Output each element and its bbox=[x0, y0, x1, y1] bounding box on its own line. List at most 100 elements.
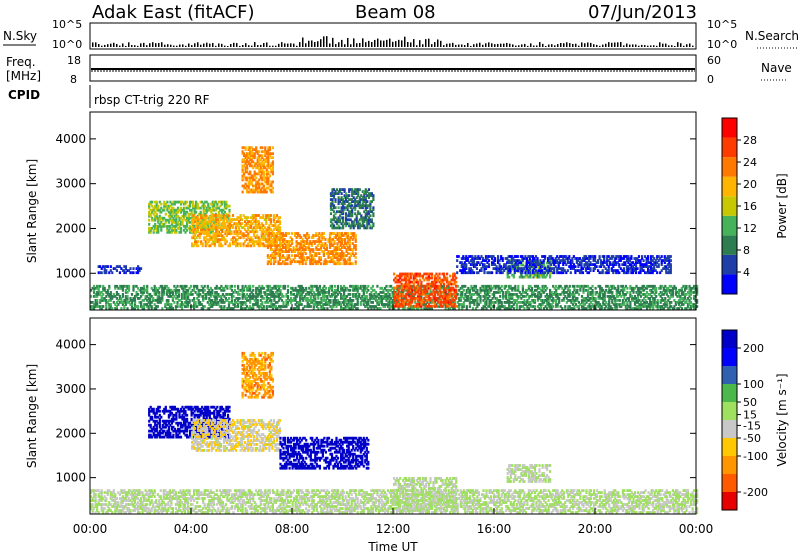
power-echo-cell bbox=[256, 150, 259, 154]
nsky-bar bbox=[239, 45, 241, 47]
power-echo-cell bbox=[355, 190, 358, 193]
power-echo-cell bbox=[319, 244, 322, 247]
power-echo-cell bbox=[149, 293, 152, 296]
power-echo-cell bbox=[167, 204, 170, 208]
power-echo-cell bbox=[346, 214, 349, 218]
power-echo-cell bbox=[524, 303, 527, 306]
power-echo-cell bbox=[155, 212, 158, 216]
power-echo-cell bbox=[399, 284, 402, 288]
power-echo-cell bbox=[268, 164, 271, 168]
power-echo-cell bbox=[223, 288, 226, 292]
power-echo-cell bbox=[376, 284, 379, 288]
power-echo-cell bbox=[502, 293, 505, 296]
power-echo-cell bbox=[267, 293, 270, 296]
power-echo-cell bbox=[540, 305, 543, 308]
power-echo-cell bbox=[214, 299, 217, 302]
power-echo-cell bbox=[462, 288, 465, 292]
power-echo-cell bbox=[256, 214, 259, 217]
power-echo-cell bbox=[383, 293, 387, 296]
power-echo-cell bbox=[277, 248, 280, 251]
power-echo-cell bbox=[249, 188, 252, 192]
power-echo-cell bbox=[256, 166, 259, 170]
power-echo-cell bbox=[338, 301, 341, 304]
power-echo-cell bbox=[245, 238, 248, 242]
power-echo-cell bbox=[236, 218, 239, 221]
power-echo-cell bbox=[249, 293, 252, 296]
power-echo-cell bbox=[331, 232, 335, 235]
power-echo-cell bbox=[341, 250, 344, 253]
power-echo-cell bbox=[311, 299, 314, 302]
power-echo-cell bbox=[274, 234, 277, 238]
power-echo-cell bbox=[243, 301, 246, 304]
power-echo-cell bbox=[223, 210, 226, 214]
power-echo-cell bbox=[221, 299, 224, 302]
power-echo-cell bbox=[152, 299, 155, 302]
power-echo-cell bbox=[271, 291, 274, 294]
power-echo-cell bbox=[108, 286, 111, 290]
power-echo-cell bbox=[208, 297, 211, 300]
power-echo-cell bbox=[283, 260, 286, 264]
nsky-bar bbox=[623, 45, 625, 47]
power-echo-cell bbox=[499, 286, 502, 290]
power-echo-cell bbox=[412, 288, 415, 292]
power-echo-cell bbox=[336, 244, 339, 247]
power-echo-cell bbox=[144, 288, 147, 292]
power-echo-cell bbox=[696, 286, 699, 290]
power-echo-cell bbox=[258, 288, 261, 292]
power-echo-cell bbox=[271, 307, 274, 310]
power-echo-cell bbox=[203, 222, 206, 225]
power-echo-cell bbox=[317, 303, 320, 306]
nsky-bar bbox=[299, 42, 301, 47]
power-echo-cell bbox=[497, 284, 500, 288]
power-echo-cell bbox=[187, 297, 190, 300]
power-echo-cell bbox=[115, 307, 118, 310]
power-echo-cell bbox=[284, 262, 288, 266]
power-echo-cell bbox=[367, 216, 370, 220]
nsky-bar bbox=[575, 43, 577, 47]
power-echo-cell bbox=[390, 301, 393, 304]
power-echo-cell bbox=[268, 188, 271, 192]
power-echo-cell bbox=[256, 234, 259, 238]
power-echo-cell bbox=[259, 228, 262, 231]
power-echo-cell bbox=[283, 242, 286, 245]
power-echo-cell bbox=[486, 288, 490, 292]
power-echo-cell bbox=[367, 301, 370, 304]
power-echo-cell bbox=[453, 301, 456, 304]
power-echo-cell bbox=[94, 295, 97, 298]
power-echo-cell bbox=[333, 256, 336, 259]
power-echo-cell bbox=[246, 176, 249, 180]
power-echo-cell bbox=[673, 307, 676, 310]
power-echo-cell bbox=[293, 299, 296, 302]
power-echo-cell bbox=[368, 295, 371, 298]
power-echo-cell bbox=[126, 299, 129, 302]
power-echo-cell bbox=[277, 216, 280, 219]
power-echo-cell bbox=[207, 222, 210, 225]
power-echo-cell bbox=[655, 286, 658, 290]
power-echo-cell bbox=[333, 284, 337, 288]
power-echo-cell bbox=[146, 299, 149, 302]
power-echo-cell bbox=[216, 230, 219, 234]
power-echo-cell bbox=[462, 305, 465, 308]
power-echo-cell bbox=[213, 202, 216, 206]
power-echo-cell bbox=[221, 226, 224, 229]
power-echo-cell bbox=[221, 238, 224, 242]
power-echo-cell bbox=[540, 295, 543, 298]
power-echo-cell bbox=[365, 291, 368, 294]
nsky-bar bbox=[341, 39, 343, 47]
power-echo-cell bbox=[344, 260, 347, 264]
power-echo-cell bbox=[499, 295, 502, 298]
power-echo-cell bbox=[370, 305, 373, 308]
power-echo-cell bbox=[342, 198, 345, 201]
power-echo-cell bbox=[224, 222, 227, 225]
power-echo-cell bbox=[650, 295, 653, 298]
power-echo-cell bbox=[268, 226, 271, 229]
power-echo-cell bbox=[105, 305, 108, 308]
power-echo-cell bbox=[157, 216, 160, 220]
power-echo-cell bbox=[371, 301, 374, 304]
nsky-bar bbox=[647, 45, 649, 47]
power-echo-cell bbox=[352, 284, 355, 288]
power-echo-cell bbox=[197, 218, 200, 221]
power-echo-cell bbox=[269, 246, 272, 249]
power-echo-cell bbox=[383, 305, 387, 308]
power-echo-cell bbox=[173, 284, 176, 288]
